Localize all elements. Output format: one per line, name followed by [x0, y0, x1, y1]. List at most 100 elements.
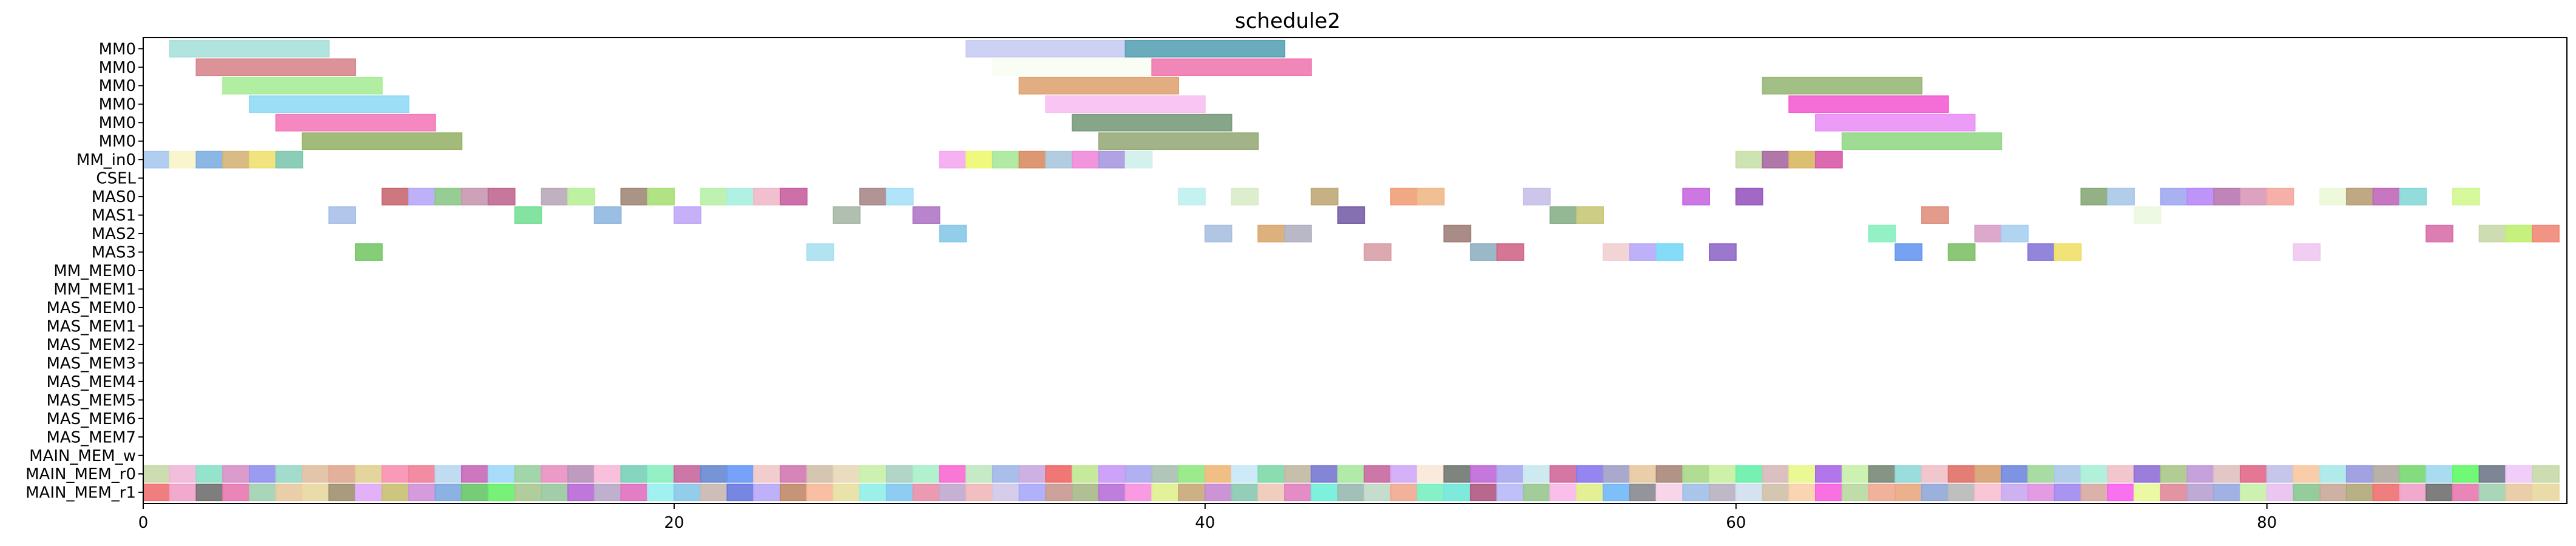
task-bar — [1231, 484, 1259, 502]
x-tick-label: 60 — [1726, 514, 1746, 532]
task-bar — [2399, 187, 2427, 206]
task-bar — [912, 484, 941, 502]
task-bar — [541, 484, 569, 502]
task-bar — [2213, 187, 2241, 206]
y-tick-label: MAIN_MEM_w — [29, 447, 136, 465]
task-bar — [1496, 465, 1524, 483]
task-bar — [700, 187, 728, 206]
task-bar — [673, 484, 701, 502]
task-bar — [1868, 484, 1896, 502]
task-bar — [1523, 484, 1551, 502]
task-bar — [1895, 465, 1922, 483]
task-bar — [222, 465, 250, 483]
task-bar — [1337, 484, 1365, 502]
y-tick-label: MAS2 — [92, 225, 136, 243]
task-bar — [620, 484, 649, 502]
task-bar — [381, 484, 410, 502]
task-bar — [2345, 465, 2374, 483]
task-bar — [408, 484, 436, 502]
task-bar — [620, 465, 649, 483]
task-bar — [965, 465, 993, 483]
task-bar — [1364, 465, 1392, 483]
task-bar — [2054, 484, 2082, 502]
task-bar — [939, 224, 967, 243]
task-bar — [1310, 465, 1339, 483]
task-bar — [2239, 187, 2268, 206]
task-bar — [1549, 484, 1578, 502]
task-bar — [1921, 484, 1949, 502]
y-tick-label: MAS_MEM6 — [46, 410, 136, 428]
task-bar — [1549, 465, 1578, 483]
task-bar — [1310, 187, 1339, 206]
task-bar — [195, 484, 224, 502]
task-bar — [2080, 187, 2109, 206]
task-bar — [1735, 187, 1763, 206]
task-bar — [2186, 484, 2215, 502]
task-bar — [673, 206, 701, 224]
task-bar — [487, 465, 516, 483]
task-bar — [1682, 465, 1711, 483]
task-bar — [248, 150, 277, 169]
task-bar — [1868, 224, 1896, 243]
task-bar — [1655, 465, 1684, 483]
task-bar — [1178, 484, 1206, 502]
task-bar — [1947, 465, 1976, 483]
task-bar — [275, 113, 436, 132]
task-bar — [779, 465, 808, 483]
task-bar — [1629, 484, 1657, 502]
task-bar — [992, 484, 1020, 502]
task-bar — [2426, 465, 2453, 483]
task-bar — [700, 484, 728, 502]
task-bar — [541, 187, 569, 206]
task-bar — [434, 187, 462, 206]
task-bar — [567, 465, 595, 483]
task-bar — [1151, 484, 1180, 502]
task-bar — [2293, 465, 2321, 483]
task-bar — [726, 465, 755, 483]
task-bar — [1098, 150, 1126, 169]
task-bar — [1443, 224, 1472, 243]
task-bar — [1204, 465, 1232, 483]
task-bar — [1098, 132, 1259, 150]
task-bar — [1629, 243, 1657, 261]
task-bar — [859, 465, 887, 483]
task-bar — [700, 465, 728, 483]
task-bar — [1072, 484, 1100, 502]
task-bar — [1735, 150, 1763, 169]
task-bar — [1470, 243, 1498, 261]
task-bar — [2107, 187, 2135, 206]
task-bar — [647, 187, 675, 206]
task-bar — [354, 243, 383, 261]
task-bar — [1974, 465, 2003, 483]
task-bar — [1921, 206, 1949, 224]
task-bar — [939, 484, 967, 502]
task-bar — [514, 206, 543, 224]
task-bar — [248, 95, 410, 113]
task-bar — [885, 187, 914, 206]
task-bar — [1709, 243, 1737, 261]
task-bar — [1762, 150, 1790, 169]
task-bar — [2001, 484, 2029, 502]
y-tick-label: MAS_MEM3 — [46, 354, 136, 372]
task-bar — [1018, 484, 1047, 502]
plot-frame — [143, 37, 2568, 504]
task-bar — [169, 39, 330, 58]
task-bar — [2478, 465, 2507, 483]
task-bar — [806, 465, 834, 483]
task-bar — [487, 187, 516, 206]
task-bar — [2345, 187, 2374, 206]
task-bar — [2399, 484, 2427, 502]
task-bar — [487, 484, 516, 502]
task-bar — [1337, 465, 1365, 483]
y-tick-label: MM_in0 — [76, 151, 136, 169]
task-bar — [1788, 95, 1949, 113]
task-bar — [647, 465, 675, 483]
task-bar — [2452, 465, 2480, 483]
task-bar — [1947, 484, 1976, 502]
task-bar — [2319, 187, 2347, 206]
task-bar — [1416, 465, 1445, 483]
task-bar — [461, 465, 489, 483]
task-bar — [1576, 465, 1604, 483]
task-bar — [1629, 465, 1657, 483]
task-bar — [408, 465, 436, 483]
